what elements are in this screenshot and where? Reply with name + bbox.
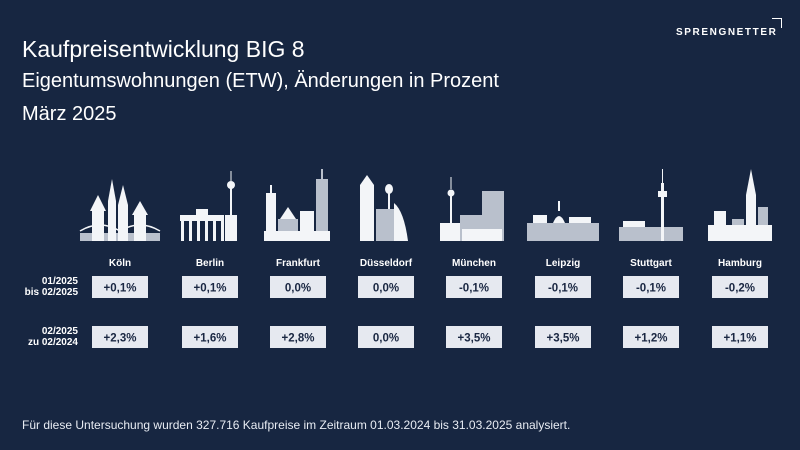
value-label: +3,5%: [547, 333, 580, 345]
value-cell: [446, 276, 502, 298]
value-label: +2,3%: [104, 333, 137, 345]
city-name: Leipzig: [546, 258, 580, 269]
value-cell: [358, 326, 414, 348]
value-cell: [92, 326, 148, 348]
city-name: Hamburg: [718, 258, 762, 269]
value-label: +2,8%: [282, 333, 315, 345]
city-change-table: 01/2025 bis 02/2025 02/2025 zu 02/2024 Köln +…: [25, 169, 772, 348]
value-label: -0,1%: [636, 283, 666, 295]
brand-logo: SPRENGNETTER: [676, 18, 782, 40]
row-label-1: 01/2025 bis 02/2025: [25, 276, 79, 298]
row-label-2: 02/2025 zu 02/2024: [28, 326, 78, 348]
leipzig-skyline-icon: [527, 201, 599, 241]
value-cell: [358, 276, 414, 298]
logo-corner-icon: [772, 18, 782, 28]
munich-skyline-icon: [440, 177, 504, 241]
title-block: Kaufpreisentwicklung BIG 8 Eigentumswohn…: [22, 34, 499, 128]
value-cell: [92, 276, 148, 298]
chart-period: März 2025: [22, 103, 117, 125]
city-name: Düsseldorf: [360, 258, 413, 269]
berlin-skyline-icon: [180, 171, 237, 241]
city-name: Frankfurt: [276, 258, 321, 269]
city-name: Stuttgart: [630, 258, 672, 269]
value-label: +1,2%: [635, 333, 668, 345]
value-cell: [446, 326, 502, 348]
value-label: +0,1%: [104, 283, 137, 295]
value-label: 0,0%: [373, 283, 399, 295]
value-label: -0,1%: [459, 283, 489, 295]
footnote: Für diese Untersuchung wurden 327.716 Ka…: [22, 418, 571, 432]
value-cell: [535, 276, 591, 298]
value-cell: [623, 276, 679, 298]
value-label: +1,6%: [194, 333, 227, 345]
hamburg-skyline-icon: [708, 169, 772, 241]
value-label: -0,2%: [725, 283, 755, 295]
value-cell: [623, 326, 679, 348]
value-cell: [182, 326, 238, 348]
value-label: +3,5%: [458, 333, 491, 345]
value-label: 0,0%: [373, 333, 399, 345]
chart-title: Kaufpreisentwicklung BIG 8: [22, 36, 305, 62]
city-name: Köln: [109, 258, 131, 269]
duesseldorf-skyline-icon: [360, 175, 408, 241]
stuttgart-skyline-icon: [619, 169, 683, 241]
value-cell: [270, 276, 326, 298]
value-label: 0,0%: [285, 283, 311, 295]
city-name: München: [452, 258, 496, 269]
value-label: +1,1%: [724, 333, 757, 345]
city-name: Berlin: [196, 258, 224, 269]
value-label: +0,1%: [194, 283, 227, 295]
value-cell: [270, 326, 326, 348]
brand-logo-text: SPRENGNETTER: [676, 27, 778, 38]
chart-subtitle: Eigentumswohnungen (ETW), Änderungen in …: [22, 70, 499, 92]
value-label: -0,1%: [548, 283, 578, 295]
value-cell: [712, 276, 768, 298]
cologne-skyline-icon: [79, 179, 161, 241]
frankfurt-skyline-icon: [264, 169, 330, 241]
value-cell: [182, 276, 238, 298]
value-cell: [712, 326, 768, 348]
value-cell: [535, 326, 591, 348]
